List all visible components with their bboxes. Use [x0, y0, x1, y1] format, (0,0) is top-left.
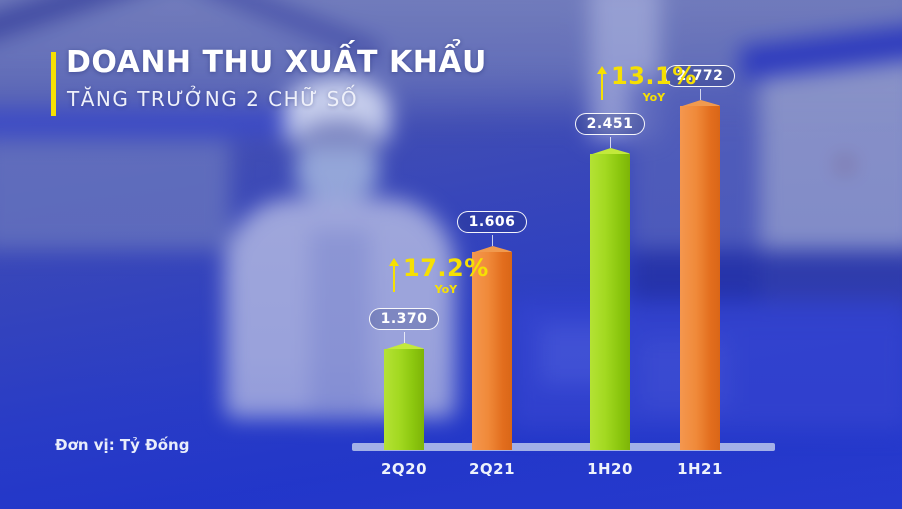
- machine-light: [840, 160, 850, 169]
- category-label: 1H20: [587, 460, 633, 478]
- pill-connector-line: [699, 89, 701, 100]
- growth-annotation: 17.2% YoY: [388, 256, 489, 296]
- value-pill: 2.451: [574, 113, 646, 135]
- up-arrow-icon: [596, 66, 608, 100]
- yoy-label: YoY: [434, 283, 458, 296]
- bar-2Q20: [384, 343, 424, 450]
- worker-coat-shade: [310, 230, 370, 420]
- bar-front-face: [680, 106, 720, 450]
- bar-column-2Q20: 1.370 2Q20: [364, 308, 444, 478]
- unit-label: Đơn vị: Tỷ Đống: [55, 436, 190, 454]
- factory-machinery: [0, 140, 230, 250]
- bar-column-1H20: 2.451 1H20: [570, 113, 650, 478]
- growth-percent: 17.2%: [403, 254, 489, 282]
- bar-front-face: [384, 349, 424, 450]
- pill-connector-line: [491, 235, 493, 246]
- chart-baseline: [352, 443, 775, 451]
- bar-column-2Q21: 1.606 2Q21: [452, 211, 532, 478]
- bar-1H21: [680, 100, 720, 450]
- pill-connector-line: [609, 137, 611, 148]
- category-label: 2Q20: [380, 460, 428, 478]
- value-pill: 1.606: [456, 211, 528, 233]
- title-accent-bar: [51, 52, 56, 116]
- yoy-label: YoY: [642, 91, 666, 104]
- worker-face-mask: [296, 148, 378, 200]
- value-pill: 2.772: [664, 65, 736, 87]
- page-subtitle: TĂNG TRƯỞNG 2 CHỮ SỐ: [67, 87, 359, 111]
- bar-column-1H21: 2.772 1H21: [660, 65, 740, 478]
- pill-connector-line: [403, 332, 405, 343]
- category-label: 1H21: [677, 460, 723, 478]
- bar-front-face: [590, 154, 630, 450]
- value-pill: 1.370: [368, 308, 440, 330]
- page-title: DOANH THU XUẤT KHẨU: [66, 45, 487, 80]
- growth-annotation: 13.1% YoY: [596, 64, 697, 104]
- up-arrow-icon: [388, 258, 400, 292]
- growth-percent: 13.1%: [611, 62, 697, 90]
- bar-front-face: [472, 252, 512, 450]
- bar-1H20: [590, 148, 630, 450]
- bar-2Q21: [472, 246, 512, 450]
- category-label: 2Q21: [468, 460, 516, 478]
